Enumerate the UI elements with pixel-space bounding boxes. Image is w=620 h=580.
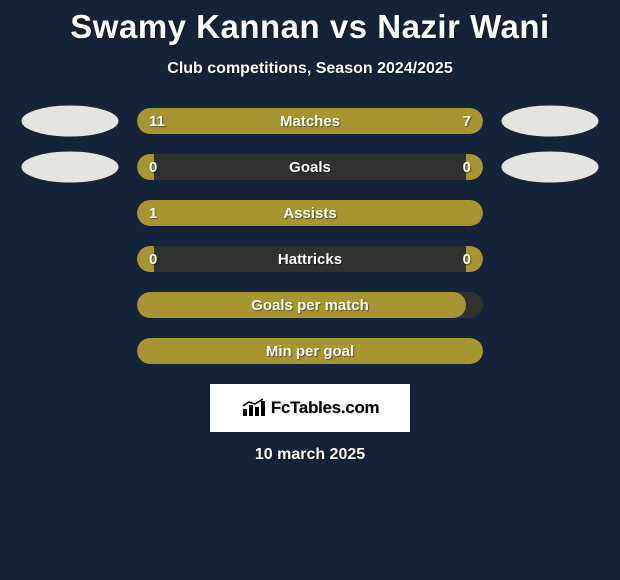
stat-bar-track: Assists1	[137, 200, 483, 226]
stat-row: Goals0 0	[0, 154, 620, 180]
stat-bar-track: Goals per match	[137, 292, 483, 318]
fctables-chart-icon	[241, 398, 267, 418]
player-avatar-left	[21, 151, 119, 183]
stat-value-right: 7	[463, 108, 471, 134]
stat-row: Assists1	[0, 200, 620, 226]
comparison-card: Swamy Kannan vs Nazir Wani Club competit…	[0, 0, 620, 580]
stat-bar-track: Min per goal	[137, 338, 483, 364]
stat-value-left: 1	[149, 200, 157, 226]
player-avatar-right	[501, 151, 599, 183]
stat-bar-track: Goals0 0	[137, 154, 483, 180]
stat-value-left: 0	[149, 154, 157, 180]
stat-row: Min per goal	[0, 338, 620, 364]
stat-value-left: 0	[149, 246, 157, 272]
footer-date: 10 march 2025	[0, 446, 620, 464]
fctables-logo-box[interactable]: FcTables.com	[210, 384, 410, 432]
stat-row: Hattricks0 0	[0, 246, 620, 272]
stat-rows: Matches117 Goals00 Assists1Hattricks00Go…	[0, 108, 620, 364]
stat-bar-track: Hattricks0 0	[137, 246, 483, 272]
stat-value-right: 0	[463, 154, 471, 180]
stat-label: Matches	[137, 108, 483, 134]
stat-row: Matches11 7	[0, 108, 620, 134]
stat-label: Hattricks	[137, 246, 483, 272]
stat-bar-track: Matches11 7	[137, 108, 483, 134]
stat-label: Min per goal	[137, 338, 483, 364]
page-subtitle: Club competitions, Season 2024/2025	[0, 60, 620, 78]
stat-label: Assists	[137, 200, 483, 226]
page-title: Swamy Kannan vs Nazir Wani	[0, 8, 620, 46]
fctables-logo-text: FcTables.com	[271, 398, 380, 418]
stat-label: Goals per match	[137, 292, 483, 318]
player-avatar-right	[501, 105, 599, 137]
stat-label: Goals	[137, 154, 483, 180]
stat-value-right: 0	[463, 246, 471, 272]
stat-row: Goals per match	[0, 292, 620, 318]
stat-value-left: 11	[149, 108, 165, 134]
player-avatar-left	[21, 105, 119, 137]
